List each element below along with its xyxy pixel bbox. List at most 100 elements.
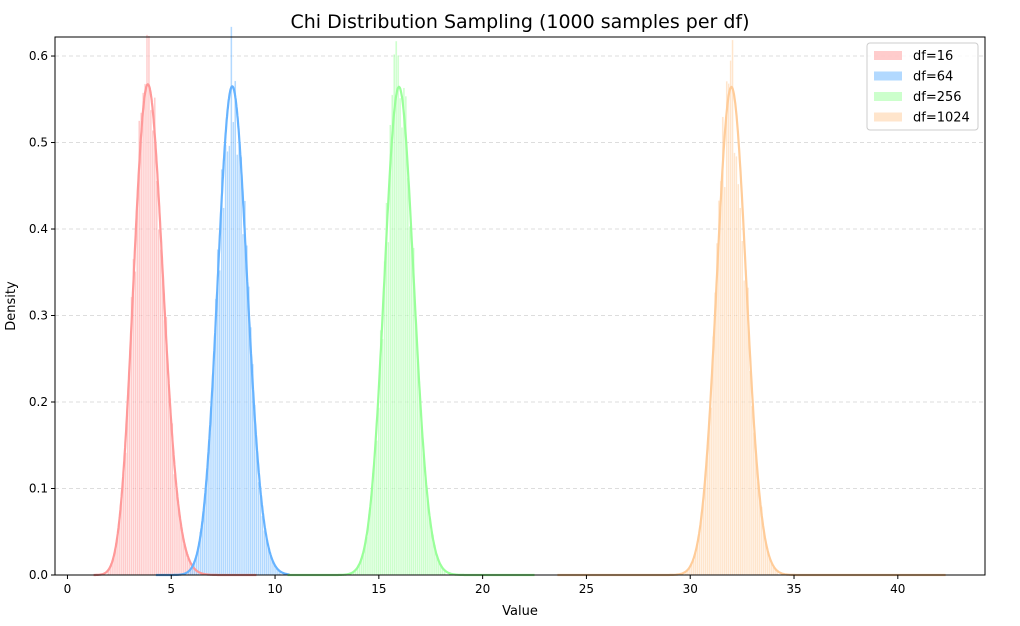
histogram-bar [237, 141, 241, 576]
histogram-bar [147, 35, 151, 576]
histogram-bar [172, 473, 176, 576]
histogram-bar [124, 452, 127, 576]
y-tick-label: 0.2 [29, 395, 48, 409]
histogram-bar [402, 87, 406, 576]
x-tick-label: 35 [786, 582, 801, 596]
histogram-bar [149, 109, 153, 576]
grid-lines [55, 55, 985, 490]
histogram-bar [422, 452, 425, 576]
histogram-bar [259, 495, 262, 576]
legend: df=16 df=64 df=256 df=1024 [866, 42, 979, 131]
histogram-1024 [684, 39, 779, 576]
histogram-bar [257, 481, 260, 576]
y-tick-label: 0.3 [29, 309, 48, 323]
histograms [107, 26, 779, 576]
histogram-bar [731, 39, 734, 576]
histogram-bar [228, 145, 231, 576]
histogram-bar [140, 112, 143, 576]
histogram-bar [255, 451, 258, 576]
histogram-bar [398, 97, 402, 576]
histogram-bar [735, 155, 738, 576]
histogram-bar [739, 207, 742, 576]
x-axis-label: Value [502, 604, 538, 619]
histogram-bar [263, 530, 266, 576]
legend-label: df=1024 [913, 111, 970, 126]
histogram-bar [387, 241, 390, 576]
x-tick-label: 10 [267, 582, 282, 596]
histogram-bar [742, 280, 746, 576]
histogram-bar [727, 83, 730, 576]
histogram-bar [218, 269, 221, 576]
legend-swatch [874, 71, 902, 81]
plot-area-frame [54, 36, 986, 576]
x-axis-ticks: 0 5 10 15 20 25 30 35 40 [64, 575, 905, 596]
histogram-bar [750, 405, 754, 576]
histogram-bar [400, 127, 404, 576]
histogram-bar [151, 130, 155, 576]
histogram-bar [704, 482, 707, 576]
histogram-bar [136, 198, 139, 576]
legend-swatch [874, 112, 902, 122]
histogram-256 [352, 40, 446, 576]
x-tick-label: 20 [475, 582, 490, 596]
histogram-bar [391, 94, 394, 576]
legend-box [866, 42, 979, 131]
histogram-bar [232, 121, 235, 576]
histogram-bar [153, 97, 156, 576]
histogram-bar [375, 440, 378, 576]
y-tick-label: 0.5 [29, 136, 48, 150]
histogram-bar [230, 26, 233, 576]
histogram-bar [236, 154, 239, 576]
histogram-bar [155, 180, 158, 576]
histogram-bar [744, 269, 748, 576]
histogram-bar [163, 319, 166, 576]
x-tick-label: 5 [167, 582, 175, 596]
histogram-bar [161, 274, 164, 576]
histogram-bar [226, 151, 229, 576]
histogram-bar [408, 226, 411, 576]
histogram-bar [741, 240, 744, 576]
histogram-bar [377, 407, 380, 576]
histogram-bar [241, 233, 245, 576]
legend-swatch [874, 51, 902, 60]
histogram-bar [737, 183, 740, 576]
histogram-bar [404, 95, 408, 576]
histogram-bar [141, 92, 145, 576]
histogram-bar [395, 40, 398, 576]
histogram-bar [159, 249, 162, 576]
histogram-bar [756, 481, 759, 576]
legend-swatch [874, 92, 902, 101]
histogram-bar [234, 80, 237, 576]
legend-label: df=64 [913, 70, 953, 85]
histogram-bar [710, 407, 713, 576]
y-axis-label: Density [4, 281, 19, 331]
x-tick-label: 30 [683, 582, 698, 596]
histogram-bar [748, 370, 752, 576]
y-tick-label: 0.1 [29, 482, 48, 496]
histogram-bar [143, 83, 147, 576]
histogram-bar [212, 362, 216, 576]
histogram-bar [222, 207, 225, 576]
histogram-bar [723, 186, 726, 576]
x-tick-label: 40 [890, 582, 905, 596]
x-tick-label: 0 [64, 582, 72, 596]
histogram-bar [719, 180, 723, 576]
histogram-64 [187, 26, 282, 576]
histogram-bar [224, 144, 227, 576]
histogram-bar [381, 338, 384, 576]
histogram-bar [134, 271, 137, 576]
histogram-bar [752, 432, 756, 576]
legend-label: df=16 [913, 49, 953, 64]
histogram-bar [261, 515, 264, 576]
histogram-bar [414, 310, 417, 576]
x-tick-label: 25 [579, 582, 594, 596]
histogram-bar [239, 156, 243, 576]
histogram-bar [406, 177, 409, 576]
histogram-bar [733, 152, 736, 576]
histogram-bar [729, 60, 732, 576]
histogram-bar [210, 400, 214, 576]
histogram-bar [416, 360, 419, 576]
legend-label: df=256 [913, 90, 962, 105]
